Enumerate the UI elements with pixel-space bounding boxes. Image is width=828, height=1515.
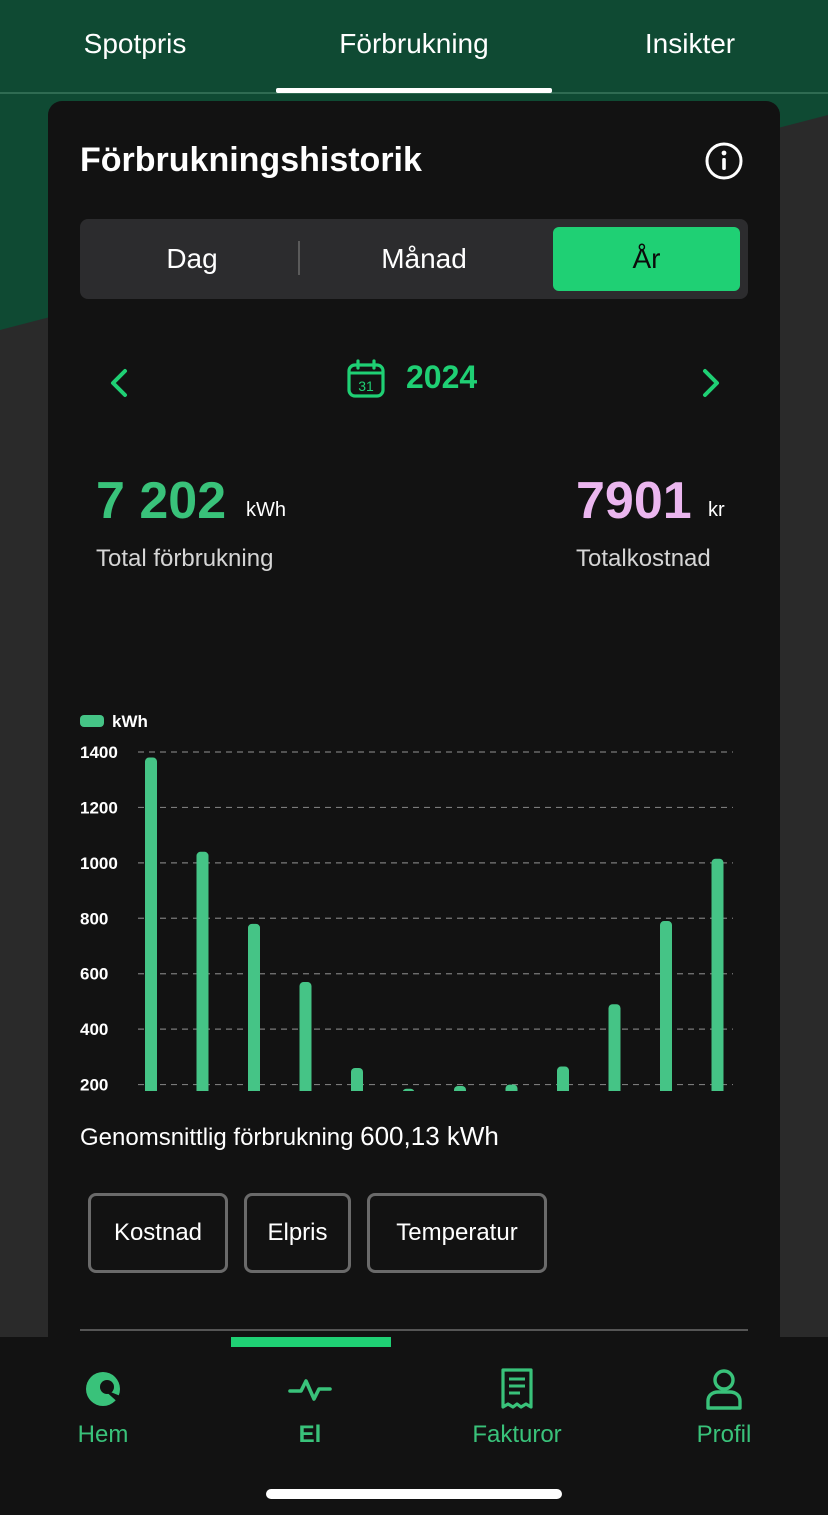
bar-juli [454, 1085, 466, 1091]
average-consumption: Genomsnittlig förbrukning 600,13 kWh [80, 1121, 499, 1152]
total-consumption-unit: kWh [246, 499, 286, 521]
total-cost-value: 7901 [576, 472, 692, 530]
consumption-history-card: Förbrukningshistorik Dag Månad År 31 202… [48, 101, 780, 1401]
chip-temperature[interactable]: Temperatur [367, 1193, 547, 1273]
total-cost-unit: kr [708, 499, 725, 521]
bar-juni [402, 1088, 415, 1091]
y-tick-label: 200 [80, 1076, 108, 1091]
segment-day[interactable]: Dag [166, 243, 218, 274]
card-title: Förbrukningshistorik [80, 141, 422, 179]
y-tick-label: 1000 [80, 854, 118, 873]
total-cost-label: Totalkostnad [576, 545, 711, 572]
y-tick-label: 1400 [80, 743, 118, 762]
home-logo-icon [86, 1372, 123, 1406]
y-tick-label: 1200 [80, 798, 118, 817]
segment-divider [298, 241, 300, 275]
total-consumption-label: Total förbrukning [96, 545, 274, 572]
nav-profile[interactable]: Profil [644, 1367, 804, 1449]
legend-swatch [80, 715, 104, 727]
nav-home-label: Hem [77, 1421, 129, 1448]
tab-insikter[interactable]: Insikter [644, 28, 736, 59]
top-tab-bar: Spotpris Förbrukning Insikter [0, 0, 828, 95]
bar-feb. [196, 851, 209, 1091]
average-consumption-value: 600,13 kWh [360, 1121, 499, 1151]
tab-forbrukning[interactable]: Förbrukning [339, 28, 489, 59]
nav-el[interactable]: El [230, 1367, 390, 1449]
average-consumption-label: Genomsnittlig förbrukning [80, 1124, 354, 1151]
pulse-icon [288, 1379, 332, 1401]
nav-invoices-label: Fakturor [472, 1421, 562, 1448]
tab-spotpris[interactable]: Spotpris [83, 28, 187, 59]
total-consumption-value: 7 202 [96, 472, 227, 530]
y-tick-label: 400 [80, 1020, 108, 1039]
receipt-icon [501, 1368, 533, 1409]
chip-cost[interactable]: Kostnad [88, 1193, 228, 1273]
consumption-bar-chart: kWh0200400600800100012001400jan.marsmajj… [80, 712, 733, 1091]
active-tab-indicator [276, 88, 552, 93]
nav-el-label: El [298, 1421, 322, 1448]
bar-nov. [660, 921, 672, 1091]
bar-mars [248, 923, 260, 1091]
legend-label: kWh [112, 712, 148, 731]
bar-aug. [505, 1084, 518, 1091]
bar-maj [351, 1067, 363, 1091]
segment-month[interactable]: Månad [381, 243, 467, 274]
selected-year[interactable]: 2024 [406, 359, 478, 395]
bar-apr. [299, 982, 312, 1091]
nav-profile-label: Profil [696, 1421, 752, 1448]
bottom-navigation: Hem El Fakturor Profil [0, 1337, 828, 1515]
user-icon [706, 1369, 742, 1410]
nav-home[interactable]: Hem [23, 1367, 183, 1449]
chevron-left-icon[interactable] [100, 363, 140, 403]
home-indicator [266, 1489, 562, 1499]
chevron-right-icon[interactable] [690, 363, 730, 403]
period-segmented-control: Dag Månad År [80, 219, 748, 299]
chip-elpris[interactable]: Elpris [244, 1193, 351, 1273]
y-tick-label: 600 [80, 965, 108, 984]
calendar-icon-day: 31 [358, 378, 374, 394]
y-tick-label: 800 [80, 909, 108, 928]
nav-invoices[interactable]: Fakturor [437, 1367, 597, 1449]
active-nav-indicator [231, 1337, 391, 1347]
bar-jan. [145, 757, 157, 1091]
bar-okt. [608, 1004, 621, 1091]
info-icon[interactable] [704, 141, 744, 181]
segment-year[interactable]: År [553, 227, 740, 291]
divider [80, 1329, 748, 1331]
calendar-icon[interactable]: 31 [346, 359, 386, 399]
bar-dec. [711, 858, 724, 1091]
bar-sep. [557, 1066, 569, 1091]
